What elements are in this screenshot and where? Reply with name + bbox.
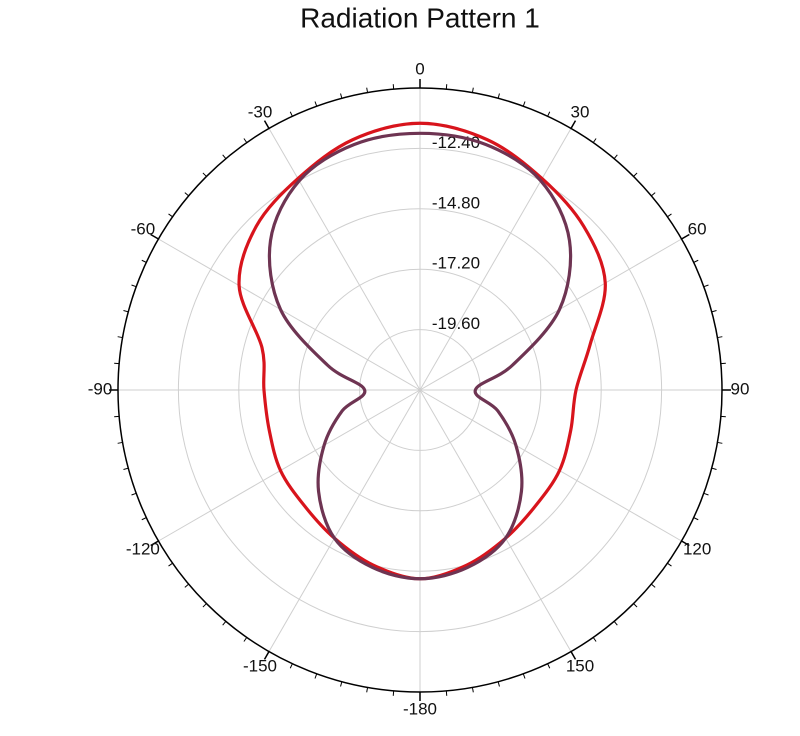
theta-tick-label: 30 [571, 102, 590, 121]
minor-tick [703, 284, 709, 288]
minor-tick [340, 681, 343, 687]
minor-tick [289, 111, 293, 117]
minor-tick [471, 87, 474, 93]
grid-spoke [419, 389, 572, 652]
minor-tick [592, 138, 597, 143]
minor-tick [497, 93, 500, 99]
pattern-line [237, 121, 607, 581]
theta-tick-label: 120 [683, 539, 711, 558]
minor-tick [117, 336, 123, 339]
minor-tick [613, 154, 618, 159]
theta-tick-label: 60 [688, 219, 707, 238]
r-tick-label: -14.80 [432, 193, 480, 212]
r-tick-label: -17.20 [432, 254, 480, 273]
minor-tick [693, 259, 699, 263]
theta-tick-label: -90 [88, 379, 113, 398]
minor-tick [184, 192, 189, 197]
minor-tick [651, 583, 656, 588]
minor-tick [667, 562, 672, 567]
theta-tick-label: -30 [248, 102, 273, 121]
minor-tick [522, 673, 526, 679]
minor-tick [117, 441, 123, 444]
chart-title: Radiation Pattern 1 [300, 2, 540, 33]
r-tick-label: -19.60 [432, 314, 480, 333]
minor-tick [703, 492, 709, 496]
theta-tick [570, 651, 577, 660]
grid-spoke [419, 128, 572, 391]
minor-tick [651, 192, 656, 197]
minor-tick [366, 87, 369, 93]
minor-tick [717, 336, 723, 339]
grid-spoke [268, 128, 421, 391]
theta-tick [570, 120, 577, 129]
minor-tick [633, 172, 638, 177]
theta-tick [263, 651, 270, 660]
theta-tick-label: 90 [731, 379, 750, 398]
theta-tick-label: -60 [131, 219, 156, 238]
theta-tick [150, 233, 159, 240]
minor-tick [184, 583, 189, 588]
minor-tick [222, 621, 227, 626]
minor-tick [613, 621, 618, 626]
minor-tick [202, 603, 207, 608]
minor-tick [123, 467, 129, 470]
grid-spoke [268, 389, 421, 652]
minor-tick [168, 213, 173, 218]
minor-tick [314, 673, 318, 679]
minor-tick [168, 562, 173, 567]
minor-tick [711, 310, 717, 313]
minor-tick [592, 637, 597, 642]
polar-frame [117, 87, 723, 693]
minor-tick [717, 441, 723, 444]
theta-tick [681, 233, 690, 240]
minor-tick [141, 517, 147, 521]
minor-tick [289, 663, 293, 669]
minor-tick [340, 93, 343, 99]
minor-tick [366, 687, 369, 693]
theta-tick-label: 0 [415, 59, 424, 78]
theta-tick-label: -180 [403, 699, 437, 718]
minor-tick [222, 154, 227, 159]
minor-tick [243, 637, 248, 642]
theta-tick [681, 540, 690, 547]
minor-tick [547, 111, 551, 117]
minor-tick [131, 492, 137, 496]
grid-spoke [419, 389, 682, 542]
minor-tick [202, 172, 207, 177]
theta-tick [150, 540, 159, 547]
minor-tick [141, 259, 147, 263]
theta-tick-label: 150 [566, 657, 594, 676]
minor-tick [522, 101, 526, 107]
minor-tick [314, 101, 318, 107]
theta-tick-label: -150 [243, 657, 277, 676]
grid-spoke [158, 238, 421, 391]
minor-tick [693, 517, 699, 521]
minor-tick [471, 687, 474, 693]
minor-tick [497, 681, 500, 687]
minor-tick [243, 138, 248, 143]
grid-spoke [158, 389, 421, 542]
grid-spoke [419, 238, 682, 391]
minor-tick [123, 310, 129, 313]
pattern-line [267, 131, 573, 581]
minor-tick [131, 284, 137, 288]
minor-tick [711, 467, 717, 470]
theta-tick-label: -120 [126, 539, 160, 558]
minor-tick [547, 663, 551, 669]
minor-tick [667, 213, 672, 218]
theta-tick [263, 120, 270, 129]
minor-tick [633, 603, 638, 608]
